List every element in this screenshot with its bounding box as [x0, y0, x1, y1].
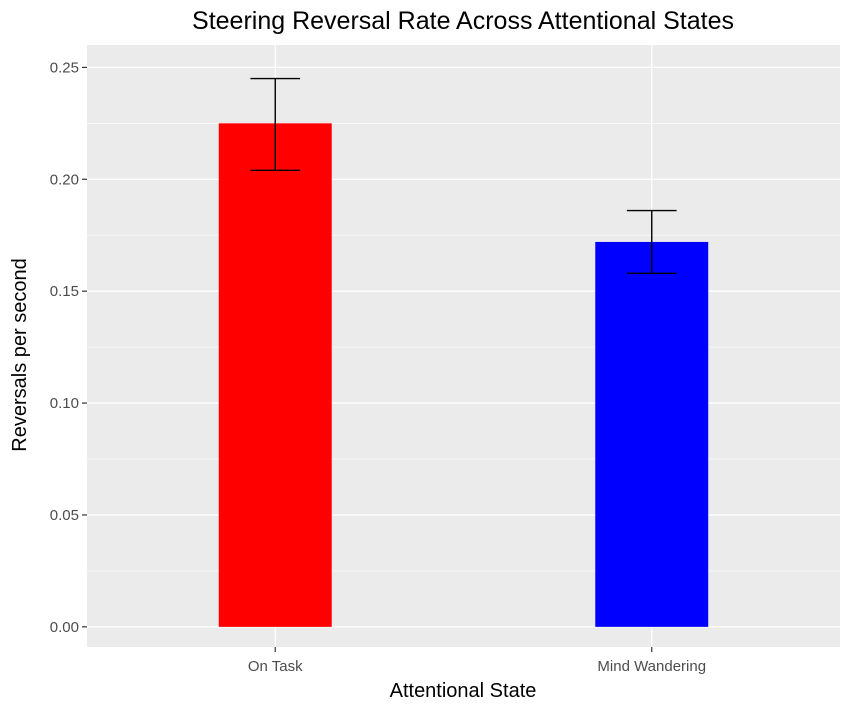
- x-axis-title: Attentional State: [390, 680, 537, 702]
- bars: [218, 123, 709, 627]
- y-tick-label: 0.15: [50, 283, 79, 300]
- y-tick-label: 0.10: [50, 395, 79, 412]
- error-bars: [250, 77, 677, 274]
- bar-on-task: [218, 123, 332, 627]
- x-tick-label: On Task: [248, 658, 303, 675]
- y-tick-label: 0.00: [50, 619, 79, 636]
- y-tick-label: 0.25: [50, 59, 79, 76]
- bar-mind-wandering: [595, 241, 709, 627]
- x-tick-label: Mind Wandering: [597, 658, 706, 675]
- error-bar-on-task: [250, 77, 301, 172]
- y-axis-ticks: 0.00 0.05 0.10 0.15 0.20 0.25: [50, 59, 87, 636]
- chart-title: Steering Reversal Rate Across Attentiona…: [192, 7, 734, 35]
- x-axis-ticks: On Task Mind Wandering: [248, 647, 706, 675]
- error-bar-mind-wandering: [626, 209, 677, 274]
- plot-panel: [87, 45, 840, 647]
- minor-gridlines: [87, 123, 840, 572]
- y-axis-title: Reversals per second: [9, 258, 31, 451]
- y-tick-label: 0.05: [50, 507, 79, 524]
- y-tick-label: 0.20: [50, 171, 79, 188]
